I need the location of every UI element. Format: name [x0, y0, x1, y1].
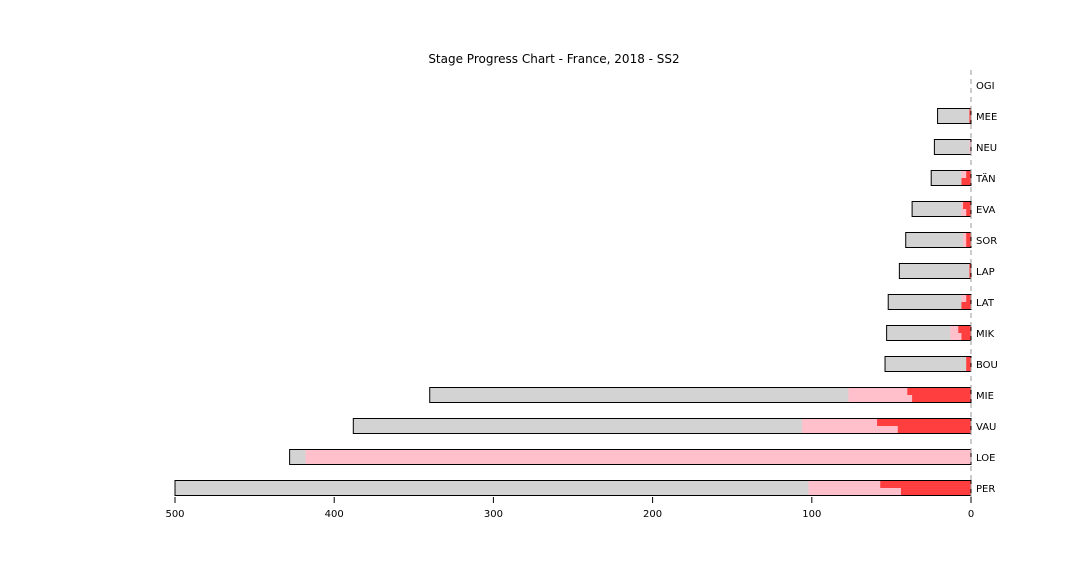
- strong-gain-bar-upper: [966, 170, 971, 178]
- row-label-sor: SOR: [976, 236, 997, 247]
- bar-row-sor: [905, 232, 972, 248]
- row-label-mie: MIE: [976, 391, 994, 402]
- strong-gain-bar-lower: [969, 116, 971, 124]
- row-label-bou: BOU: [976, 360, 998, 371]
- light-gain-bar-lower: [969, 147, 971, 155]
- x-tick-label: 100: [802, 509, 821, 520]
- bar-row-bou: [884, 356, 972, 372]
- strong-gain-bar-lower: [900, 488, 971, 496]
- light-gain-bar-upper: [969, 139, 971, 147]
- strong-gain-bar-lower: [969, 271, 971, 279]
- chart-title: Stage Progress Chart - France, 2018 - SS…: [428, 52, 679, 66]
- bars-layer: [174, 108, 972, 496]
- row-label-neu: NEU: [976, 143, 997, 154]
- light-gain-bar-lower: [950, 333, 971, 341]
- bar-row-loe: [289, 449, 972, 465]
- x-axis: 500 400 300 200 100 0: [165, 70, 974, 520]
- strong-gain-bar-lower: [966, 364, 971, 372]
- bar-row-mik: [886, 325, 972, 341]
- row-label-mee: MEE: [976, 112, 997, 123]
- strong-gain-bar-lower: [961, 178, 971, 186]
- bar-outline: [352, 418, 972, 434]
- bar-row-per: [174, 480, 972, 496]
- row-label-mik: MIK: [976, 329, 995, 340]
- row-label-loe: LOE: [976, 453, 995, 464]
- strong-gain-bar-lower: [966, 209, 971, 217]
- strong-gain-bar-lower: [912, 395, 971, 403]
- strong-gain-bar-lower: [966, 240, 971, 248]
- gap-bar: [905, 232, 971, 248]
- bar-row-mee: [937, 108, 972, 124]
- bar-outline: [905, 232, 972, 248]
- row-label-lap: LAP: [976, 267, 995, 278]
- gap-bar: [912, 201, 971, 217]
- strong-gain-bar-lower: [897, 426, 971, 434]
- bar-row-mie: [429, 387, 972, 403]
- bar-row-neu: [933, 139, 972, 155]
- strong-gain-bar-upper: [969, 108, 971, 116]
- row-label-tän: TÄN: [975, 172, 996, 185]
- row-labels: OGI MEE NEU TÄN EVA SOR LAP LAT MIK BOU MIE VAU LOE P…: [975, 81, 998, 495]
- strong-gain-bar-upper: [969, 263, 971, 271]
- row-label-eva: EVA: [976, 205, 996, 216]
- strong-gain-bar-upper: [966, 356, 971, 364]
- bar-row-lap: [898, 263, 972, 279]
- x-tick-label: 300: [484, 509, 503, 520]
- strong-gain-bar-upper: [880, 480, 971, 488]
- bar-row-eva: [911, 201, 972, 217]
- row-label-lat: LAT: [976, 298, 995, 309]
- bar-row-tän: [930, 170, 972, 186]
- gap-bar: [888, 294, 971, 310]
- light-gain-bar-lower: [808, 488, 971, 496]
- strong-gain-bar-upper: [958, 325, 971, 333]
- strong-gain-bar-upper: [966, 294, 971, 302]
- row-label-vau: VAU: [976, 422, 996, 433]
- bar-row-lat: [887, 294, 972, 310]
- gap-bar: [429, 387, 972, 403]
- light-gain-bar-lower: [848, 395, 971, 403]
- light-gain-bar-lower: [305, 457, 971, 465]
- strong-gain-bar-upper: [966, 232, 971, 240]
- x-tick-label: 500: [165, 509, 184, 520]
- gap-bar: [886, 325, 971, 341]
- gap-bar: [934, 139, 971, 155]
- x-tick-label: 200: [643, 509, 662, 520]
- bar-outline: [884, 356, 972, 372]
- gap-bar: [899, 263, 971, 279]
- x-tick-label: 400: [325, 509, 344, 520]
- gap-bar: [931, 170, 971, 186]
- bar-row-vau: [352, 418, 972, 434]
- strong-gain-bar-upper: [963, 201, 971, 209]
- gap-bar: [175, 480, 971, 496]
- x-tick-label: 0: [968, 509, 974, 520]
- strong-gain-bar-upper: [877, 418, 971, 426]
- strong-gain-bar-lower: [961, 302, 971, 310]
- light-gain-bar-upper: [305, 449, 971, 457]
- strong-gain-bar-upper: [907, 387, 971, 395]
- gap-bar: [937, 108, 971, 124]
- bar-outline: [887, 294, 972, 310]
- light-gain-bar-lower: [802, 426, 971, 434]
- row-label-per: PER: [976, 484, 995, 495]
- row-label-ogi: OGI: [976, 81, 995, 92]
- strong-gain-bar-lower: [961, 333, 971, 341]
- gap-bar: [885, 356, 971, 372]
